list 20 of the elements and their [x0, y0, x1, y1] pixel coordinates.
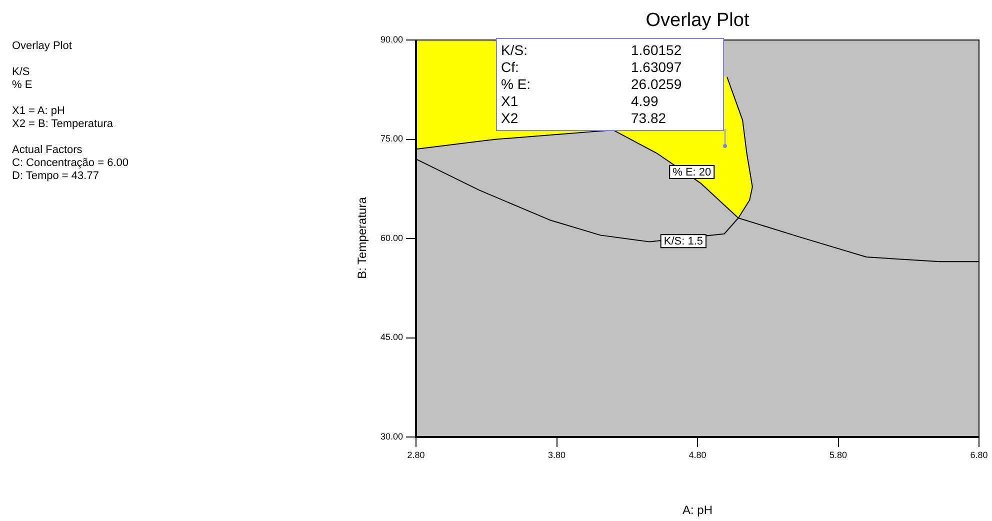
- x-axis-title: A: pH: [681, 503, 714, 517]
- y-axis-title: B: Temperatura: [355, 197, 369, 279]
- y-tick-label: 75.00: [380, 134, 403, 144]
- text: Actual Factors C: Concentração = 6.00 D: Tempo = 43.77: [12, 144, 128, 183]
- y-tick-label: 45.00: [380, 332, 403, 342]
- y-tick-label: 90.00: [380, 34, 403, 44]
- x-tick-label: 4.80: [688, 450, 706, 460]
- y-tick-label: 30.00: [380, 431, 403, 442]
- x-tick-label: 2.80: [407, 450, 425, 460]
- x-tick-label: 3.80: [548, 450, 566, 460]
- readout-box: K/S: 1.60152 Cf: 1.63097 % E: 26.0259 X1 4.99 X2 73.82: [496, 38, 724, 131]
- annotation: K/S: 1.5: [664, 236, 703, 248]
- text: Overlay Plot: [12, 40, 73, 53]
- y-tick-label: 60.00: [380, 232, 403, 243]
- x-tick-label: 6.80: [970, 450, 988, 460]
- annotation: % E: 20: [672, 166, 712, 179]
- x-tick-label: 5.80: [829, 450, 848, 460]
- text: X1 = A: pH X2 = B: Temperatura: [12, 105, 114, 131]
- chart-title: Overlay Plot: [644, 10, 750, 32]
- text: K/S % E: [12, 66, 34, 92]
